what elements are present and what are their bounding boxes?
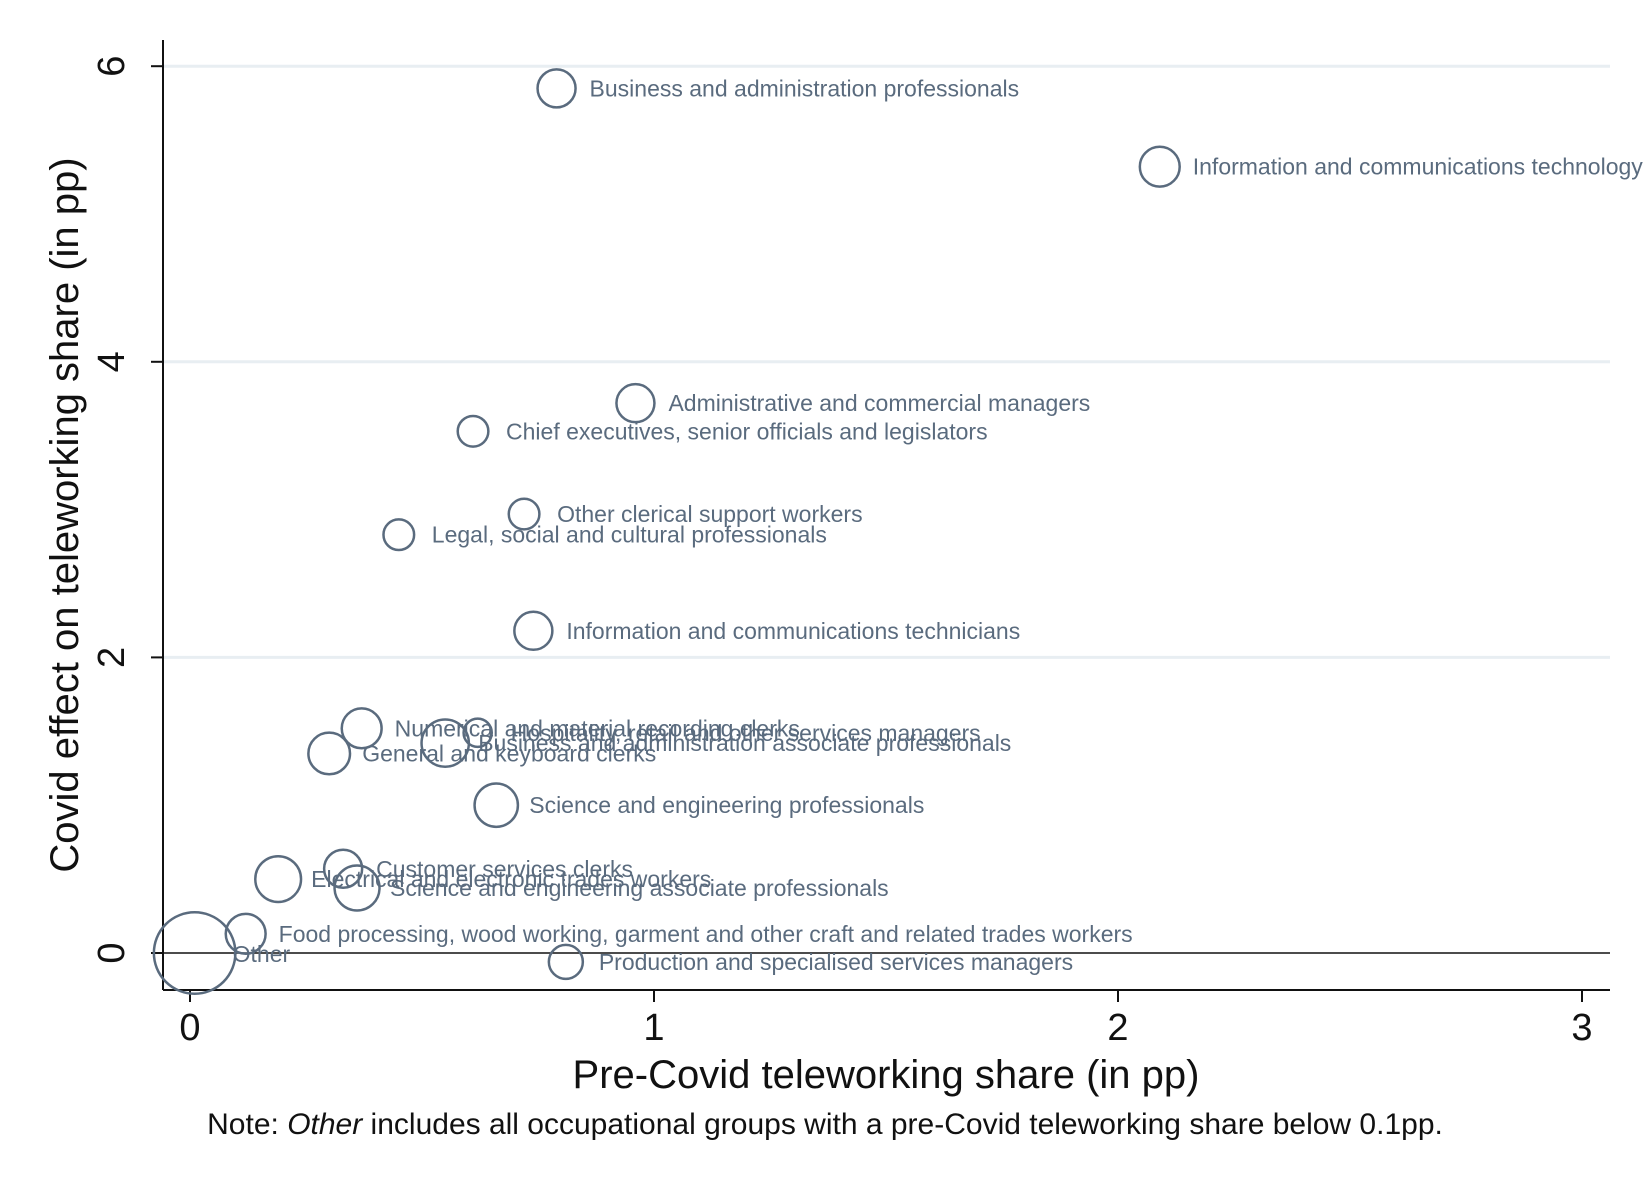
point-label: Food processing, wood working, garment a… bbox=[279, 921, 1133, 947]
data-point bbox=[473, 782, 520, 829]
data-point bbox=[254, 854, 303, 904]
points-layer bbox=[152, 68, 1181, 996]
data-point bbox=[224, 912, 267, 955]
data-point bbox=[420, 718, 471, 769]
data-point bbox=[307, 731, 352, 776]
point-label: Science and engineering professionals bbox=[529, 792, 924, 818]
y-tick-label-4: 4 bbox=[91, 351, 133, 372]
x-axis-title: Pre-Covid teleworking share (in pp) bbox=[573, 1053, 1200, 1097]
point-label: Other bbox=[233, 941, 291, 967]
data-point bbox=[615, 382, 656, 424]
data-point bbox=[333, 864, 381, 912]
point-label: Other clerical support workers bbox=[557, 501, 863, 527]
note-italic: Other bbox=[287, 1108, 363, 1141]
data-point bbox=[340, 707, 383, 750]
point-label: General and keyboard clerks bbox=[362, 740, 656, 766]
point-label: Electrical and electronic trades workers bbox=[311, 866, 711, 892]
data-point bbox=[507, 497, 541, 531]
point-label: Customer services clerks bbox=[376, 856, 633, 882]
point-label: Numerical and material recording clerks bbox=[395, 715, 800, 741]
data-point bbox=[513, 610, 554, 652]
x-tick-label-2: 2 bbox=[1107, 1007, 1128, 1049]
data-point bbox=[462, 717, 494, 749]
point-label: Legal, social and cultural professionals bbox=[432, 522, 827, 548]
point-label: Business and administration professional… bbox=[590, 75, 1020, 101]
y-axis-title: Covid effect on teleworking share (in pp… bbox=[43, 157, 87, 872]
note-prefix: Note: bbox=[207, 1108, 288, 1141]
grid-layer bbox=[163, 64, 1610, 954]
data-point bbox=[152, 910, 237, 996]
data-point bbox=[547, 943, 585, 981]
chart-svg: 0 2 4 6 0 1 2 3 Business and administration pro… bbox=[43, 40, 1650, 1097]
note-rest: includes all occupational groups with a … bbox=[362, 1108, 1443, 1141]
y-tick-label-2: 2 bbox=[91, 647, 133, 668]
point-label: Production and specialised services mana… bbox=[599, 949, 1073, 975]
data-point bbox=[322, 848, 364, 890]
x-tick-label-0: 0 bbox=[179, 1007, 200, 1049]
y-tick-label-6: 6 bbox=[91, 56, 133, 77]
chart-note: Note: Other includes all occupational gr… bbox=[0, 1108, 1650, 1142]
labels-layer: Business and administration professional… bbox=[233, 75, 1650, 974]
point-label: Chief executives, senior officials and l… bbox=[506, 418, 988, 444]
x-tick-label-1: 1 bbox=[643, 1007, 664, 1049]
y-tick-label-0: 0 bbox=[91, 942, 133, 963]
data-point bbox=[382, 518, 416, 552]
point-label: Business and administration associate pr… bbox=[478, 730, 1011, 756]
point-label: Science and engineering associate profes… bbox=[390, 875, 889, 901]
axis-layer: 0 2 4 6 0 1 2 3 bbox=[91, 40, 1610, 1049]
data-point bbox=[456, 414, 490, 448]
point-label: Information and communications technicia… bbox=[566, 618, 1020, 644]
point-label: Information and communications technolog… bbox=[1193, 154, 1650, 180]
data-point bbox=[536, 68, 577, 109]
data-point bbox=[1138, 145, 1181, 188]
x-tick-label-3: 3 bbox=[1571, 1007, 1592, 1049]
point-label: Hospitality, retail and other services m… bbox=[511, 720, 981, 746]
point-label: Administrative and commercial managers bbox=[668, 390, 1090, 416]
